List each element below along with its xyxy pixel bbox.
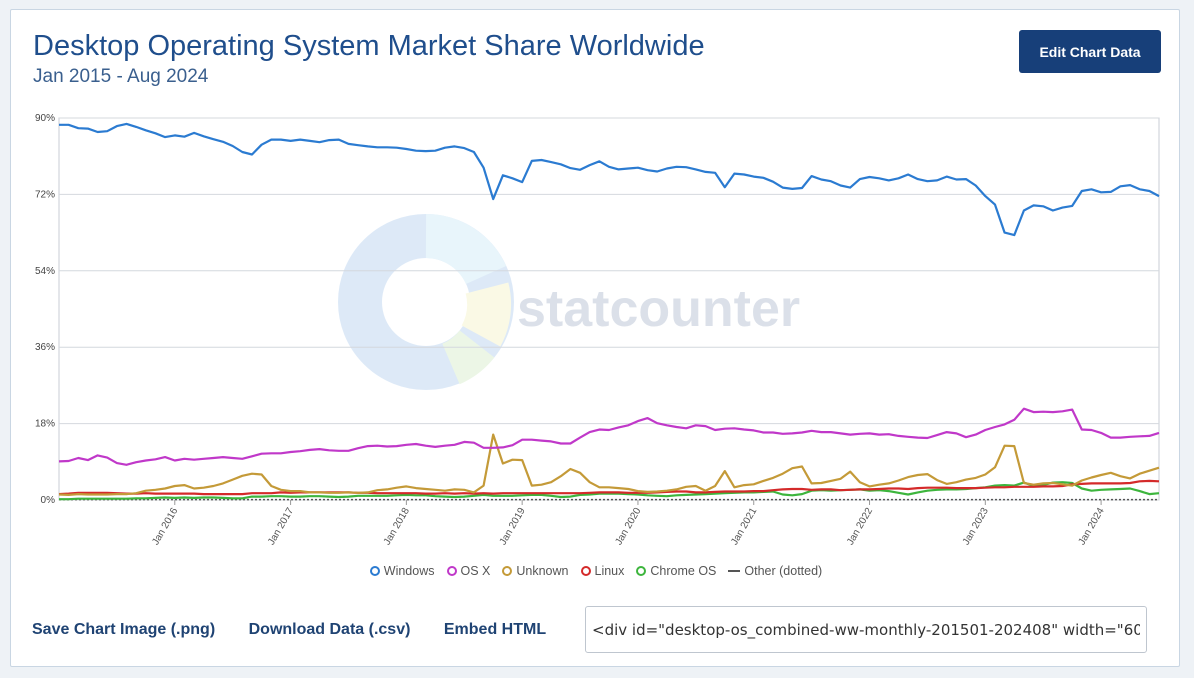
chart-title: Desktop Operating System Market Share Wo… bbox=[33, 30, 705, 62]
watermark-arc-right bbox=[461, 282, 512, 347]
legend-label: Other (dotted) bbox=[744, 564, 823, 578]
series-line-unknown[interactable] bbox=[58, 433, 1160, 496]
legend-item-linux[interactable]: Linux bbox=[580, 564, 625, 578]
legend-item-chrome-os[interactable]: Chrome OS bbox=[636, 564, 716, 578]
x-tick-label: Jan 2020 bbox=[613, 506, 643, 548]
save-chart-image-link[interactable]: Save Chart Image (.png) bbox=[32, 621, 216, 638]
x-tick-label: Jan 2024 bbox=[1077, 506, 1107, 548]
legend-marker bbox=[636, 566, 647, 576]
legend-item-os-x[interactable]: OS X bbox=[446, 564, 491, 578]
embed-html-link[interactable]: Embed HTML bbox=[443, 621, 547, 638]
line-chart: statcounter 0% 18% 36% 54% 72% 90% Jan 2016 Jan… bbox=[35, 113, 1160, 548]
watermark-ring bbox=[338, 214, 514, 390]
footer-links: Save Chart Image (.png) Download Data (.… bbox=[32, 621, 575, 639]
legend-marker bbox=[446, 566, 457, 576]
x-tick-label: Jan 2021 bbox=[729, 506, 759, 548]
chart-legend: Windows OS X Unknown Linux Chrome OS Other (d… bbox=[11, 564, 1181, 578]
legend-label: Unknown bbox=[516, 564, 569, 578]
legend-item-other-dotted[interactable]: Other (dotted) bbox=[728, 564, 822, 578]
edit-chart-data-button[interactable]: Edit Chart Data bbox=[1019, 30, 1161, 73]
y-tick-label: 90% bbox=[35, 113, 55, 124]
legend-label: OS X bbox=[460, 564, 491, 578]
series-line-windows[interactable] bbox=[59, 122, 1160, 237]
legend-item-windows[interactable]: Windows bbox=[369, 564, 435, 578]
x-tick-label: Jan 2016 bbox=[150, 506, 180, 548]
x-tick-label: Jan 2019 bbox=[498, 506, 528, 548]
watermark-arc-bottom bbox=[441, 329, 495, 385]
legend-marker bbox=[369, 566, 380, 576]
legend-label: Windows bbox=[383, 564, 435, 578]
embed-html-field[interactable] bbox=[585, 606, 1147, 653]
y-tick-label: 72% bbox=[35, 189, 55, 200]
watermark-arc-top bbox=[424, 214, 507, 285]
legend-marker bbox=[580, 566, 591, 576]
legend-marker bbox=[728, 570, 741, 572]
y-tick-label: 18% bbox=[35, 419, 55, 430]
x-tick-label: Jan 2017 bbox=[266, 506, 296, 548]
watermark-text: statcounter bbox=[517, 280, 800, 338]
x-tick-label: Jan 2022 bbox=[845, 506, 875, 548]
x-tick-label: Jan 2023 bbox=[961, 506, 991, 548]
legend-item-unknown[interactable]: Unknown bbox=[502, 564, 569, 578]
download-data-link[interactable]: Download Data (.csv) bbox=[248, 621, 411, 638]
chart-panel: Desktop Operating System Market Share Wo… bbox=[10, 9, 1180, 667]
legend-label: Linux bbox=[594, 564, 625, 578]
legend-label: Chrome OS bbox=[650, 564, 717, 578]
series-line-linux[interactable] bbox=[58, 479, 1160, 496]
x-tick-label: Jan 2018 bbox=[382, 506, 412, 548]
statcounter-watermark: statcounter bbox=[338, 214, 800, 390]
y-tick-label: 36% bbox=[35, 342, 55, 353]
y-tick-label: 0% bbox=[41, 495, 56, 506]
chart-subtitle: Jan 2015 - Aug 2024 bbox=[33, 66, 209, 87]
series-line-chrome-os[interactable] bbox=[59, 481, 1160, 501]
y-tick-label: 54% bbox=[35, 266, 55, 277]
series-line-os-x[interactable] bbox=[58, 407, 1160, 466]
legend-marker bbox=[502, 566, 513, 576]
